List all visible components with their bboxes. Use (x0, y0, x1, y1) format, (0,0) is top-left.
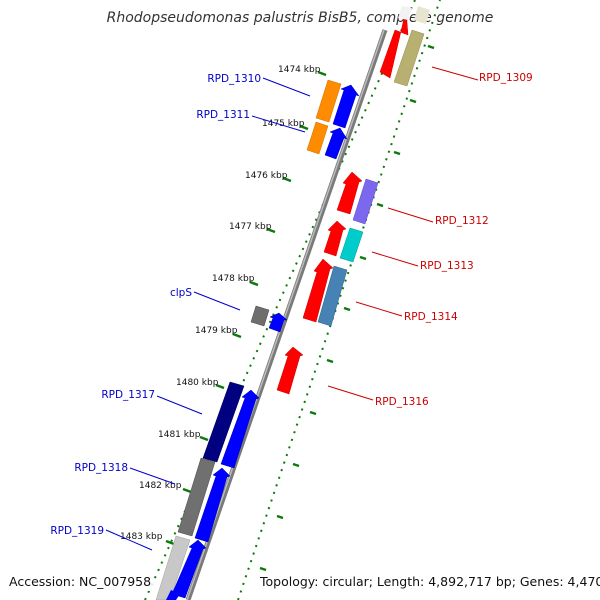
map-title: Rhodopseudomonas palustris BisB5, comple… (107, 10, 494, 26)
genome-summary-text: Topology: circular; Length: 4,892,717 bp… (259, 574, 600, 589)
gene-rpd-1310-orange[interactable] (315, 79, 342, 123)
leader-line (193, 291, 241, 311)
gene-rpd-1319-blue[interactable] (171, 539, 207, 599)
accession-text: Accession: NC_007958 (9, 574, 151, 589)
gene-rpd-1318-gray[interactable] (177, 457, 216, 537)
gene-rpd-1310-blue[interactable] (332, 84, 360, 129)
kbp-ticks (165, 70, 327, 546)
gene-label-rpd-1310[interactable]: RPD_1310 (207, 73, 261, 85)
kbp-label: 1483 kbp (120, 532, 163, 542)
gene-label-rpd-1316[interactable]: RPD_1316 (375, 396, 429, 408)
left-gene-labels: RPD_1310 RPD_1311 clpS RPD_1317 RPD_1318… (50, 73, 311, 551)
right-track-ticks (259, 44, 435, 572)
gene-rpd-1313-cyan[interactable] (339, 227, 364, 263)
gene-label-clps[interactable]: clpS (170, 287, 192, 299)
footer-right-bg (256, 573, 594, 591)
kbp-label: 1475 kbp (262, 119, 305, 129)
kbp-label: 1482 kbp (139, 481, 182, 491)
gene-rpd-1314-steelblue[interactable] (317, 265, 348, 327)
kbp-label: 1480 kbp (176, 378, 219, 388)
leader-line (262, 77, 311, 97)
kbp-label: 1477 kbp (229, 222, 272, 232)
gene-label-rpd-1311[interactable]: RPD_1311 (196, 109, 250, 121)
gene-arrows-reverse (276, 6, 430, 395)
gene-rpd-1309-khaki[interactable] (393, 29, 425, 87)
gene-rpd-1313-red[interactable] (323, 220, 347, 257)
gene-label-rpd-1309[interactable]: RPD_1309 (479, 72, 533, 84)
gene-clps-blue[interactable] (268, 312, 288, 333)
leader-line (371, 251, 419, 267)
leader-line (156, 395, 203, 415)
leader-line (105, 529, 153, 551)
leader-line (327, 385, 374, 401)
leader-line (129, 467, 176, 485)
gene-rpd-1317-navy[interactable] (202, 381, 245, 463)
gene-label-rpd-1317[interactable]: RPD_1317 (101, 389, 155, 401)
gene-rpd-1312-purple[interactable] (352, 178, 379, 225)
gene-rpd-1318-blue[interactable] (194, 467, 231, 543)
gene-label-rpd-1313[interactable]: RPD_1313 (420, 260, 474, 272)
gene-top-pale (414, 6, 430, 24)
leader-line (355, 301, 403, 317)
kbp-label: 1474 kbp (278, 65, 321, 75)
gene-clps-gray[interactable] (250, 305, 270, 327)
gene-arrows-forward (155, 79, 360, 600)
gene-top-white (398, 6, 412, 20)
genome-backbone-highlight (186, 29, 385, 600)
gene-rpd-1314-red[interactable] (302, 258, 334, 323)
outer-dotted-track-right (237, 0, 441, 600)
outer-dotted-track-left (144, 0, 416, 600)
genome-backbone (185, 29, 388, 600)
gene-rpd-1317-blue[interactable] (220, 389, 260, 469)
leader-line (431, 66, 479, 81)
gene-rpd-1319-lightgray[interactable] (155, 535, 191, 600)
gene-rpd-1311-blue[interactable] (324, 127, 348, 160)
kbp-label: 1479 kbp (195, 326, 238, 336)
footer-left-bg (4, 573, 154, 591)
gene-rpd-1312-red[interactable] (336, 171, 363, 215)
gene-label-rpd-1318[interactable]: RPD_1318 (74, 462, 128, 474)
leader-line (251, 115, 306, 133)
gene-rpd-1316-red[interactable] (276, 346, 304, 395)
gene-rpd-1311-orange[interactable] (306, 121, 329, 155)
kbp-label: 1481 kbp (158, 430, 201, 440)
gene-label-rpd-1319[interactable]: RPD_1319 (50, 525, 104, 537)
right-gene-labels: RPD_1309 RPD_1312 RPD_1313 RPD_1314 RPD_… (327, 66, 533, 408)
kbp-label: 1478 kbp (212, 274, 255, 284)
gene-label-rpd-1312[interactable]: RPD_1312 (435, 215, 489, 227)
gene-bottom-blue (166, 590, 180, 600)
kbp-label: 1476 kbp (245, 171, 288, 181)
gene-label-rpd-1314[interactable]: RPD_1314 (404, 311, 458, 323)
leader-line (387, 207, 434, 223)
gene-rpd-1309-arrow[interactable] (379, 9, 409, 79)
